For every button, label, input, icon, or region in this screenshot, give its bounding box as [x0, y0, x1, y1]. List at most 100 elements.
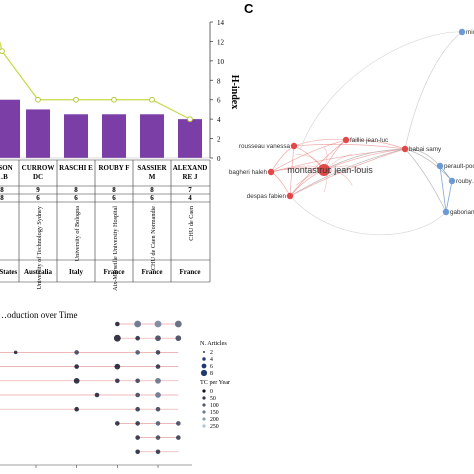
author-name: CURROW [22, 164, 55, 172]
article-point [135, 435, 140, 440]
table-value: 8 [150, 186, 154, 194]
network-node [267, 168, 275, 176]
article-point [134, 320, 142, 328]
legend-size-label: 8 [210, 371, 213, 377]
h-index-point [111, 96, 117, 103]
right-axis-tick-label: 8 [217, 77, 221, 85]
network-node-label: montastruc jean-louis [287, 165, 373, 175]
network-node [318, 164, 330, 176]
article-point [135, 421, 140, 426]
article-point [155, 435, 161, 440]
article-point [74, 364, 79, 369]
legend-size-swatch [202, 357, 206, 361]
network-node-label: perault-poch… [444, 163, 474, 170]
affiliation-label: CHU de Caen Normandie [150, 206, 157, 270]
author-name: ROUBY F [98, 164, 129, 172]
network-node-label: bagheri haleh [229, 169, 268, 176]
network-node [290, 142, 298, 150]
network-edge [299, 31, 463, 151]
h-index-point [0, 48, 5, 55]
article-point [176, 421, 181, 426]
article-point [73, 377, 80, 384]
legend-color-label: 50 [210, 396, 216, 402]
network-edge [293, 138, 347, 147]
table-value: 6 [112, 194, 116, 202]
network-node [401, 145, 409, 153]
legend-color-swatch [202, 410, 206, 414]
affiliation-label: University of Bologna [74, 206, 81, 262]
legend-color-label: 100 [210, 403, 219, 409]
network-node [286, 192, 294, 200]
network-edge [289, 195, 447, 236]
article-point [155, 350, 161, 355]
table-value: 9 [36, 186, 40, 194]
h-index-point [35, 96, 41, 103]
article-point [74, 406, 79, 412]
production-x-axis: 2014201620182020 [0, 464, 192, 474]
table-value: 8 [112, 186, 116, 194]
network-edge [404, 31, 463, 150]
bar [140, 114, 164, 158]
network-node [442, 208, 450, 216]
article-point [155, 335, 161, 342]
author-name: M [149, 173, 156, 181]
country-label: France [142, 268, 163, 276]
legend-size-title: N. Articles [200, 340, 227, 347]
network-edge [345, 139, 406, 150]
network-node-label: rousseau vanessa [239, 143, 291, 150]
article-point [155, 406, 161, 412]
network-node-label: rouby… [456, 178, 474, 185]
country-label: France [104, 268, 125, 276]
bar [26, 109, 50, 158]
network-node [448, 177, 456, 185]
production-panel: …oduction over Time 2014201620182020 N. … [0, 310, 230, 474]
article-point [74, 350, 79, 355]
right-axis-label: H-index [229, 75, 240, 109]
panel-label-c: C [244, 1, 254, 16]
article-point [114, 363, 121, 370]
legend-color-swatch [202, 424, 206, 428]
production-rows-layer [0, 320, 182, 455]
right-axis-tick-label: 14 [217, 19, 225, 27]
h-index-point [149, 96, 155, 103]
network-node [436, 162, 444, 170]
bar [102, 114, 126, 158]
network-node-label: faillie jean-luc [350, 137, 388, 144]
network-nodes: montastruc jean-louis faillie jean-luc rou… [229, 28, 474, 216]
article-point [115, 421, 120, 426]
right-axis-tick-label: 4 [217, 116, 221, 124]
legend-color-label: 150 [210, 410, 219, 416]
country-label: France [180, 268, 201, 276]
h-index-point [187, 116, 193, 123]
article-point [135, 392, 140, 398]
table-value: 6 [74, 194, 78, 202]
table-value: 8 [74, 186, 78, 194]
legend-size-label: 4 [210, 357, 213, 363]
network-edge [404, 148, 447, 213]
network-edge [289, 148, 406, 197]
author-name: ALEXAND [173, 164, 208, 172]
article-point [155, 421, 161, 426]
affiliation-label: CHU de Caen [188, 206, 195, 241]
author-name: DC [33, 173, 43, 181]
legend-color-swatch [202, 417, 206, 421]
article-point [154, 320, 162, 328]
right-axis-tick-label: 12 [217, 38, 225, 46]
legend-color-swatch [202, 403, 206, 407]
bars-layer [0, 99, 210, 159]
right-axis-tick-label: 10 [217, 58, 225, 66]
network-edge [439, 165, 453, 182]
production-title: …oduction over Time [0, 310, 78, 320]
right-axis-tick-label: 2 [217, 136, 221, 144]
network-edge [289, 145, 295, 197]
author-name: RE J [183, 173, 198, 181]
author-name: RASCHI E [59, 164, 93, 172]
network-edge [323, 148, 406, 171]
network-edge [293, 143, 406, 150]
network-node-label: despas fabien [247, 193, 287, 200]
legend-size-swatch [201, 363, 207, 369]
network-edge [270, 139, 347, 173]
